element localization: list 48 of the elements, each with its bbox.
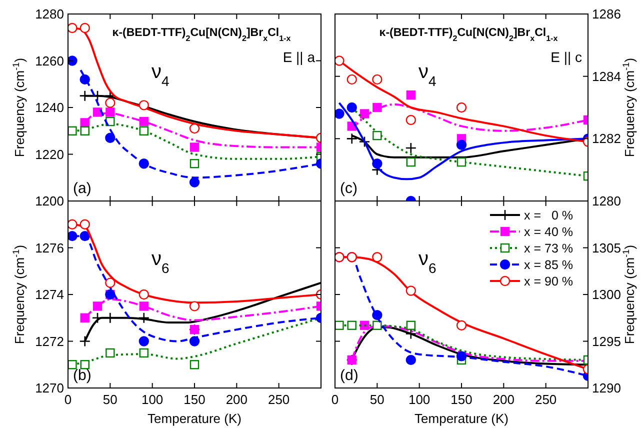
annotation: (b): [73, 367, 92, 384]
x-tick-label: 200: [226, 392, 248, 407]
y-tick-label: 1272: [35, 334, 64, 349]
text: κ-(BEDT-TTF)$_{2}$Cu[N(CN)$_{2}$]Br$_{x}$Cl$_{1-x}$: [112, 27, 292, 42]
y2-tick-label: 1300: [592, 287, 621, 302]
x-tick-label: 50: [102, 392, 118, 407]
y2-tick-label: 1282: [592, 131, 621, 146]
y-tick-label: 1274: [35, 287, 64, 302]
legend-label: x = 85 %: [524, 258, 573, 272]
y-tick-label: 1280: [35, 6, 64, 22]
x-tick-label: 200: [492, 392, 515, 407]
annotation: ν$_{4}$: [418, 61, 436, 89]
y2-tick-label: 1286: [592, 6, 621, 22]
y2-tick-label: 1305: [592, 240, 621, 256]
y-tick-label: 1240: [35, 100, 64, 115]
x-tick-label: 150: [184, 392, 206, 407]
x-axis-title: Temperature (K): [148, 411, 242, 426]
x-tick-label: 50: [370, 392, 384, 407]
y-tick-label: 1220: [35, 146, 64, 162]
y2-tick-label: 1290: [592, 380, 621, 396]
annotation: ν$_{6}$: [151, 248, 170, 276]
x-tick-label: 250: [534, 392, 557, 407]
y2-tick-label: 1284: [592, 68, 621, 84]
text: κ-(BEDT-TTF)$_{2}$Cu[N(CN)$_{2}$]Br$_{x}$Cl$_{1-x}$: [379, 27, 558, 42]
annotation: (d): [340, 367, 358, 384]
y2-tick-label: 1280: [592, 194, 621, 208]
annotation: ν$_{4}$: [151, 61, 170, 89]
x-tick-label: 100: [408, 392, 430, 407]
legend-label: x = 0 %: [524, 208, 573, 222]
x-axis-title: Temperature (K): [414, 411, 508, 426]
annotation: (a): [73, 180, 92, 197]
y-tick-label: 1260: [35, 53, 64, 68]
y-tick-label: 1270: [35, 380, 64, 396]
legend-label: x = 40 %: [524, 225, 573, 239]
y-tick-label: 1276: [35, 240, 64, 256]
x-tick-label: 0: [64, 392, 72, 407]
x-tick-label: 0: [331, 392, 339, 407]
legend-label: x = 90 %: [524, 274, 573, 288]
annotation: E || a: [282, 49, 316, 65]
annotation: ν$_{6}$: [418, 248, 436, 276]
x-tick-label: 150: [450, 392, 472, 407]
x-tick-label: 100: [141, 392, 164, 407]
legend-label: x = 73 %: [524, 242, 573, 256]
annotation: E || c: [550, 49, 582, 65]
y2-tick-label: 1295: [592, 334, 621, 349]
x-tick-label: 250: [268, 392, 290, 407]
annotation: (c): [340, 180, 358, 197]
y-tick-label: 1200: [35, 194, 64, 208]
